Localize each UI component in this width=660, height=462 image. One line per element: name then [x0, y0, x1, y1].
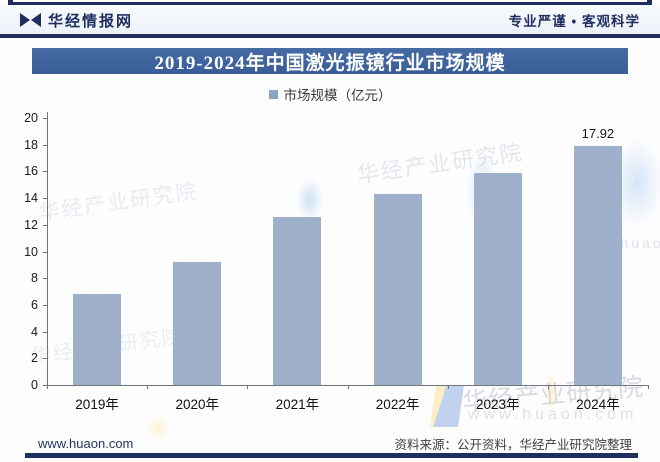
y-axis-tick: [43, 331, 47, 333]
footer-source: 资料来源：公开资料，华经产业研究院整理: [394, 437, 632, 452]
x-axis-tick: [547, 385, 549, 389]
brand: 华经情报网: [20, 10, 133, 31]
y-axis-line: [47, 112, 48, 385]
bar-2020年: [173, 262, 222, 385]
y-axis-tick: [43, 304, 47, 306]
y-axis-tick: [43, 385, 47, 386]
x-axis-tick: [147, 385, 149, 389]
y-axis-tick: [43, 198, 47, 200]
y-axis-label: 4: [31, 324, 38, 339]
y-axis-tick: [43, 144, 47, 146]
y-axis-tick: [43, 278, 47, 280]
bar-chart: 0 2 4 6 8 10 12 14 16 18 20 2019年 2020年 2021年 2022年 202…: [0, 111, 660, 442]
y-axis-label: 20: [24, 111, 38, 125]
bar-2019年: [73, 294, 122, 385]
bar-2022年: [373, 194, 422, 385]
chart-title: 2019-2024年中国激光振镜行业市场规模: [154, 52, 506, 74]
chart-legend: 市场规模（亿元）: [0, 85, 660, 103]
x-axis-label: 2020年: [175, 397, 220, 412]
top-divider: [8, 0, 652, 7]
x-axis-label: 2021年: [275, 397, 320, 412]
x-axis-tick: [447, 385, 449, 389]
y-axis-label: 16: [24, 164, 38, 179]
y-axis-label: 8: [31, 271, 38, 286]
x-axis-tick: [47, 385, 48, 389]
y-axis-label: 2: [31, 351, 38, 366]
footer-site: www.huaon.com: [38, 435, 134, 451]
brand-name: 华经情报网: [48, 12, 134, 30]
y-axis-label: 14: [24, 191, 38, 206]
bottom-divider: [25, 453, 638, 458]
y-axis-label: 12: [24, 217, 38, 232]
x-axis-label: 2024年: [576, 397, 620, 412]
x-axis-tick: [648, 385, 649, 389]
bar-value-label: 17.92: [581, 125, 615, 141]
huaon-logo-icon: [20, 13, 41, 27]
bar-2024年: [573, 145, 622, 385]
y-axis-label: 10: [24, 244, 38, 259]
chart-title-banner: 2019-2024年中国激光振镜行业市场规模: [32, 48, 628, 74]
x-axis-label: 2019年: [75, 397, 119, 412]
y-axis-label: 6: [31, 297, 38, 312]
y-axis-tick: [43, 224, 47, 226]
y-axis-tick: [43, 118, 47, 119]
y-axis-tick: [43, 251, 47, 253]
header-slogan: 专业严谨 • 客观科学: [508, 14, 640, 29]
legend-label: 市场规模（亿元）: [283, 88, 392, 103]
y-axis-label: 18: [24, 137, 38, 152]
x-axis-label: 2022年: [375, 397, 420, 412]
bar-2023年: [473, 172, 522, 385]
header: 华经情报网 专业严谨 • 客观科学: [20, 7, 640, 33]
footer: www.huaon.com 资料来源：公开资料，华经产业研究院整理: [38, 434, 632, 452]
y-axis-tick: [43, 171, 47, 173]
y-axis-label: 0: [31, 378, 38, 392]
x-axis-tick: [347, 385, 349, 389]
header-background: [0, 5, 660, 34]
x-axis-label: 2023年: [475, 397, 520, 412]
x-axis-tick: [247, 385, 249, 389]
y-axis-tick: [43, 358, 47, 360]
bar-2021年: [273, 217, 322, 385]
header-divider: [0, 34, 660, 38]
legend-marker-icon: [268, 89, 278, 99]
